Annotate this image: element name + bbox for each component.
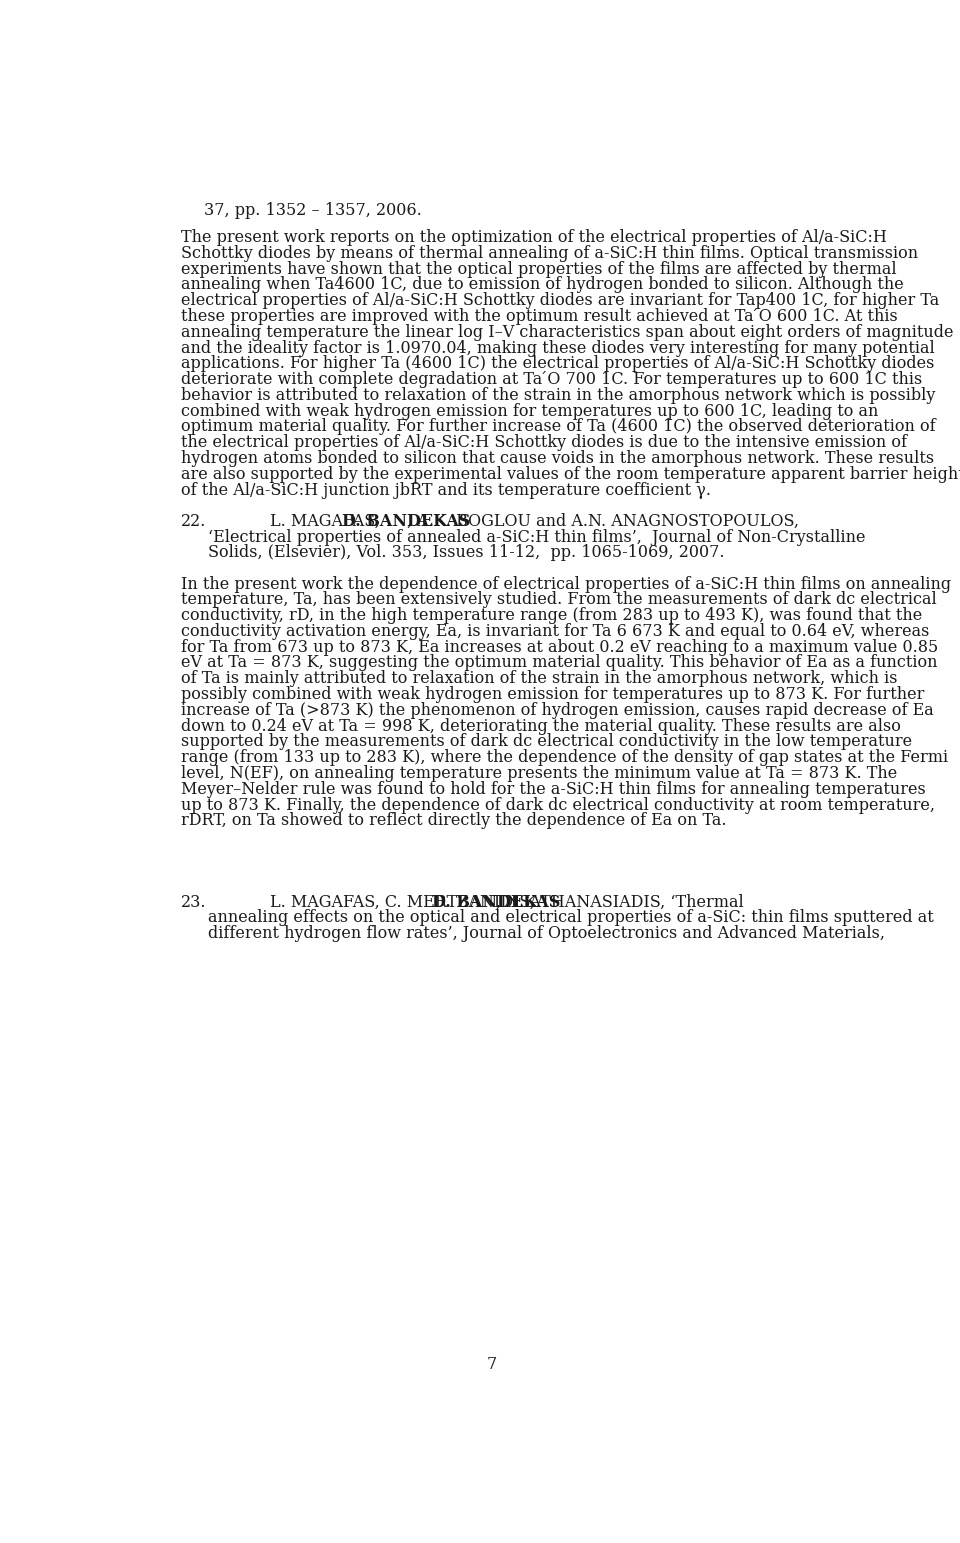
Text: possibly combined with weak hydrogen emission for temperatures up to 873 K. For : possibly combined with weak hydrogen emi…	[181, 687, 924, 704]
Text: 37, pp. 1352 – 1357, 2006.: 37, pp. 1352 – 1357, 2006.	[204, 202, 422, 219]
Text: experiments have shown that the optical properties of the films are affected by : experiments have shown that the optical …	[181, 261, 897, 278]
Text: D. BANDEKAS: D. BANDEKAS	[432, 893, 560, 910]
Text: The present work reports on the optimization of the electrical properties of Al/: The present work reports on the optimiza…	[181, 228, 887, 245]
Text: for Ta from 673 up to 873 K, Ea increases at about 0.2 eV reaching to a maximum : for Ta from 673 up to 873 K, Ea increase…	[181, 639, 939, 656]
Text: conductivity activation energy, Ea, is invariant for Ta 6 673 K and equal to 0.6: conductivity activation energy, Ea, is i…	[181, 623, 929, 640]
Text: temperature, Ta, has been extensively studied. From the measurements of dark dc : temperature, Ta, has been extensively st…	[181, 591, 937, 608]
Text: range (from 133 up to 283 K), where the dependence of the density of gap states : range (from 133 up to 283 K), where the …	[181, 750, 948, 767]
Text: down to 0.24 eV at Ta = 998 K, deteriorating the material quality. These results: down to 0.24 eV at Ta = 998 K, deteriora…	[181, 717, 901, 734]
Text: annealing effects on the optical and electrical properties of a-SiC: thin films : annealing effects on the optical and ele…	[208, 909, 934, 926]
Text: optimum material quality. For further increase of Ta (4600 1C) the observed dete: optimum material quality. For further in…	[181, 418, 936, 435]
Text: electrical properties of Al/a-SiC:H Schottky diodes are invariant for Tap400 1C,: electrical properties of Al/a-SiC:H Scho…	[181, 292, 940, 309]
Text: 23.: 23.	[181, 893, 206, 910]
Text: hydrogen atoms bonded to silicon that cause voids in the amorphous network. Thes: hydrogen atoms bonded to silicon that ca…	[181, 451, 934, 468]
Text: and the ideality factor is 1.0970.04, making these diodes very interesting for m: and the ideality factor is 1.0970.04, ma…	[181, 339, 935, 356]
Text: D. BANDEKAS: D. BANDEKAS	[343, 512, 470, 529]
Text: combined with weak hydrogen emission for temperatures up to 600 1C, leading to a: combined with weak hydrogen emission for…	[181, 403, 878, 420]
Text: up to 873 K. Finally, the dependence of dark dc electrical conductivity at room : up to 873 K. Finally, the dependence of …	[181, 796, 935, 813]
Text: behavior is attributed to relaxation of the strain in the amorphous network whic: behavior is attributed to relaxation of …	[181, 387, 936, 404]
Text: rDRT, on Ta showed to reflect directly the dependence of Ea on Ta.: rDRT, on Ta showed to reflect directly t…	[181, 812, 727, 829]
Text: 22.: 22.	[181, 512, 206, 529]
Text: supported by the measurements of dark dc electrical conductivity in the low temp: supported by the measurements of dark dc…	[181, 733, 912, 750]
Text: Schottky diodes by means of thermal annealing of a-SiC:H thin films. Optical tra: Schottky diodes by means of thermal anne…	[181, 245, 919, 262]
Text: Solids, (Elsevier), Vol. 353, Issues 11-12,  pp. 1065-1069, 2007.: Solids, (Elsevier), Vol. 353, Issues 11-…	[208, 545, 725, 562]
Text: annealing temperature the linear log I–V characteristics span about eight orders: annealing temperature the linear log I–V…	[181, 324, 953, 341]
Text: 7: 7	[487, 1356, 497, 1373]
Text: In the present work the dependence of electrical properties of a-SiC:H thin film: In the present work the dependence of el…	[181, 576, 951, 593]
Text: these properties are improved with the optimum result achieved at Ta ́O 600 1C. : these properties are improved with the o…	[181, 309, 898, 326]
Text: deteriorate with complete degradation at Ta ́O 700 1C. For temperatures up to 60: deteriorate with complete degradation at…	[181, 372, 923, 389]
Text: of Ta is mainly attributed to relaxation of the strain in the amorphous network,: of Ta is mainly attributed to relaxation…	[181, 670, 898, 687]
Text: annealing when Ta4600 1C, due to emission of hydrogen bonded to silicon. Althoug: annealing when Ta4600 1C, due to emissio…	[181, 276, 904, 293]
Text: conductivity, rD, in the high temperature range (from 283 up to 493 K), was foun: conductivity, rD, in the high temperatur…	[181, 606, 923, 623]
Text: level, N(EF), on annealing temperature presents the minimum value at Ta = 873 K.: level, N(EF), on annealing temperature p…	[181, 765, 898, 782]
Text: increase of Ta (>873 K) the phenomenon of hydrogen emission, causes rapid decrea: increase of Ta (>873 K) the phenomenon o…	[181, 702, 934, 719]
Text: of the Al/a-SiC:H junction jbRT and its temperature coefficient γ.: of the Al/a-SiC:H junction jbRT and its …	[181, 481, 711, 498]
Text: , N. ATHANASIADIS, ‘Thermal: , N. ATHANASIADIS, ‘Thermal	[496, 893, 744, 910]
Text: L. MAGAFAS,: L. MAGAFAS,	[270, 512, 384, 529]
Text: different hydrogen flow rates’, Journal of Optoelectronics and Advanced Material: different hydrogen flow rates’, Journal …	[208, 926, 885, 943]
Text: are also supported by the experimental values of the room temperature apparent b: are also supported by the experimental v…	[181, 466, 960, 483]
Text: L. MAGAFAS, C. MERTZANIDIS,: L. MAGAFAS, C. MERTZANIDIS,	[270, 893, 540, 910]
Text: eV at Ta = 873 K, suggesting the optimum material quality. This behavior of Ea a: eV at Ta = 873 K, suggesting the optimum…	[181, 654, 938, 671]
Text: Meyer–Nelder rule was found to hold for the a-SiC:H thin films for annealing tem: Meyer–Nelder rule was found to hold for …	[181, 781, 926, 798]
Text: the electrical properties of Al/a-SiC:H Schottky diodes is due to the intensive : the electrical properties of Al/a-SiC:H …	[181, 434, 907, 451]
Text: , A.K. BOGLOU and A.N. ANAGNOSTOPOULOS,: , A.K. BOGLOU and A.N. ANAGNOSTOPOULOS,	[407, 512, 799, 529]
Text: ‘Electrical properties of annealed a-SiC:H thin films’,  Journal of Non-Crystall: ‘Electrical properties of annealed a-SiC…	[208, 529, 866, 546]
Text: applications. For higher Ta (4600 1C) the electrical properties of Al/a-SiC:H Sc: applications. For higher Ta (4600 1C) th…	[181, 355, 935, 372]
